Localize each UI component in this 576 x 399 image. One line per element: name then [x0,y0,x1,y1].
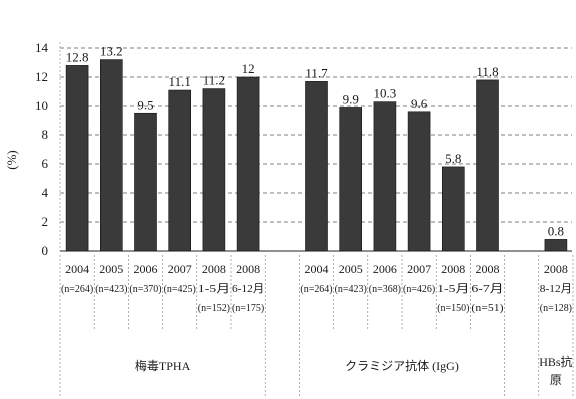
y-tick-label: 6 [42,156,49,171]
bars [65,59,568,252]
category-year: 2008 [202,262,226,276]
category-period: (n=423) [335,283,368,295]
y-tick-label: 8 [42,127,49,142]
category-period: (n=368) [369,283,402,295]
bar [100,59,123,252]
data-label: 5.8 [445,151,461,166]
category-year: 2004 [305,262,329,276]
data-label: 12.8 [66,49,89,64]
category-year: 2005 [339,262,363,276]
data-label: 11.8 [476,64,498,79]
y-tick-label: 2 [42,214,49,229]
category-year: 2008 [236,262,260,276]
category-year: 2006 [134,262,158,276]
category-year: 2006 [373,262,397,276]
group-label: クラミジア抗体 (IgG) [345,358,459,373]
category-year: 2007 [407,262,431,276]
bar [168,89,191,252]
category-period: (n=370) [129,283,162,295]
bar [339,107,363,252]
category-year: 2008 [441,262,465,276]
category-n: (n=150) [437,302,470,314]
category-year: 2005 [99,262,123,276]
y-tick-label: 10 [35,98,48,113]
category-period: 6-7月 [471,283,503,295]
category-n: (n=175) [232,302,265,314]
y-tick-label: 0 [42,243,49,258]
category-year: 2008 [544,262,568,276]
category-year: 2008 [476,262,500,276]
category-period: 1-5月 [437,283,469,295]
category-period: (n=264) [300,283,333,295]
y-tick-label: 12 [35,69,48,84]
category-n: (n=51) [471,302,504,314]
category-period: 1-5月 [198,283,230,295]
category-n: (n=128) [540,302,573,314]
category-n: (n=152) [198,302,231,314]
category-period: (n=425) [164,283,197,295]
y-tick-label: 4 [42,185,49,200]
bar [65,65,89,252]
data-labels: 12.8 13.2 9.5 11.1 11.2 12 11.7 9.9 10.3 9.6 5.8 11… [66,44,564,239]
group-label: HBs抗 [539,354,572,369]
data-label: 11.7 [305,65,328,80]
data-label: 13.2 [100,44,123,59]
data-label: 9.6 [411,96,428,111]
bar [373,101,397,252]
y-tick-label: 14 [35,40,49,55]
data-label: 9.5 [137,97,153,112]
bar [476,79,499,252]
bar [544,239,568,252]
data-label: 10.3 [374,86,397,101]
bar [236,76,260,252]
data-label: 11.2 [203,73,225,88]
category-period: (n=423) [95,283,128,295]
y-axis-label: (%) [4,150,19,170]
category-period: 6-12月 [232,283,264,295]
bar [441,166,465,252]
data-label: 0.8 [548,223,564,238]
bar [305,81,328,252]
category-year: 2007 [168,262,192,276]
data-label: 11.1 [169,74,191,89]
category-period: (n=264) [61,283,94,295]
bar [407,111,431,252]
group-label: 原 [550,373,562,387]
category-period: 8-12月 [540,283,572,295]
bar [202,88,226,252]
data-label: 9.9 [343,91,359,106]
category-year: 2004 [65,262,89,276]
bar [134,112,157,252]
data-label: 12 [242,61,255,76]
group-label: 梅毒TPHA [135,358,191,373]
category-period: (n=426) [403,283,436,295]
